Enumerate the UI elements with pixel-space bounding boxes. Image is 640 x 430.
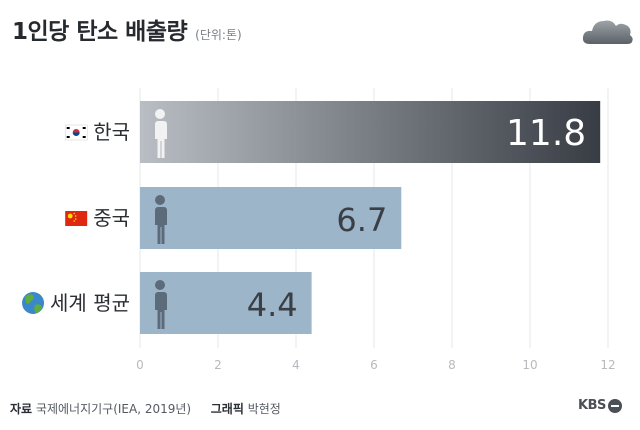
bar: [140, 187, 402, 249]
x-tick-label: 2: [214, 358, 222, 372]
footer-credits: 자료 국제에너지기구(IEA, 2019년) 그래픽 박현정: [10, 400, 281, 417]
person-icon-head: [155, 109, 165, 119]
data-label: 4.4: [247, 286, 298, 324]
x-tick-label: 4: [292, 358, 300, 372]
category-label: 세계 평균: [50, 291, 130, 315]
person-icon-head: [155, 280, 165, 290]
data-label: 11.8: [506, 113, 586, 154]
cloud-icon: [582, 20, 633, 44]
person-icon: [155, 121, 167, 158]
x-tick-label: 0: [136, 358, 144, 372]
chart-header: 1인당 탄소 배출량 (단위:톤): [12, 12, 242, 46]
logo-text: KBS: [578, 398, 606, 413]
x-tick-label: 12: [600, 358, 615, 372]
chart-title: 1인당 탄소 배출량: [12, 19, 188, 45]
globe-icon: [22, 292, 45, 314]
korea-flag-icon: [64, 124, 88, 141]
x-tick-label: 10: [522, 358, 537, 372]
graphic-label: 그래픽: [210, 402, 244, 416]
category-label: 한국: [93, 120, 130, 144]
data-label: 6.7: [336, 201, 387, 239]
bar: [140, 101, 601, 163]
category-label: 중국: [93, 206, 130, 230]
person-icon: [155, 292, 167, 329]
bar-chart: 11.8 한국 6.7 중국 4.4 세계 평균 0 2 4 6 8 10 12: [22, 88, 616, 372]
graphic-credit: 박현정: [247, 402, 281, 416]
x-tick-label: 6: [370, 358, 378, 372]
bar: [140, 272, 312, 334]
logo-mark-icon: [607, 398, 622, 413]
unit-label: (단위:톤): [195, 28, 242, 42]
china-flag-icon: [65, 211, 88, 226]
source-text: 국제에너지기구(IEA, 2019년): [35, 402, 192, 416]
person-icon: [155, 207, 167, 244]
source-label: 자료: [10, 402, 33, 416]
kbs-logo: KBS: [578, 398, 622, 413]
person-icon-head: [155, 195, 165, 205]
x-tick-label: 8: [448, 358, 456, 372]
